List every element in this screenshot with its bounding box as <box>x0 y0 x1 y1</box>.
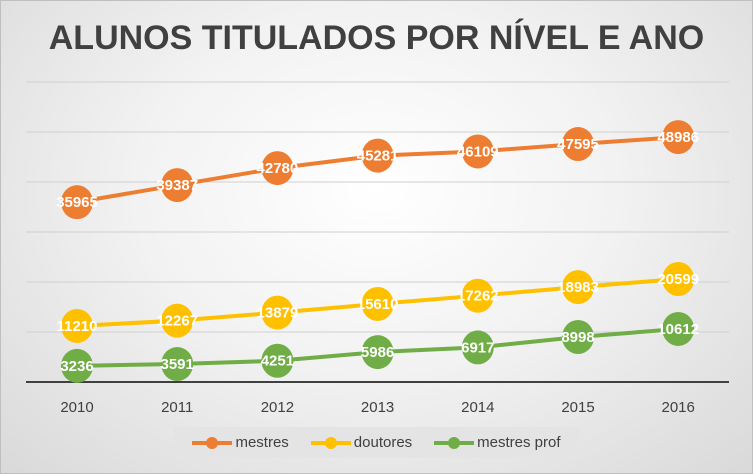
legend-label: mestres prof <box>477 434 561 451</box>
x-tick-label: 2015 <box>561 399 594 416</box>
data-label: 13879 <box>257 305 299 322</box>
data-point <box>662 120 695 155</box>
data-point <box>61 308 93 343</box>
data-point <box>662 311 695 346</box>
data-point <box>261 295 294 330</box>
legend-label: doutores <box>353 434 413 451</box>
legend-item-mestres: mestres <box>192 434 289 451</box>
data-label: 3591 <box>161 356 194 373</box>
data-point <box>662 262 695 297</box>
data-label: 20599 <box>657 271 699 288</box>
data-label: 42780 <box>257 160 299 177</box>
data-label: 6917 <box>461 339 494 356</box>
data-point <box>562 320 594 355</box>
data-point <box>461 278 494 313</box>
data-label: 15610 <box>357 296 399 313</box>
legend-label: mestres <box>235 434 289 451</box>
legend-item-mestres-prof: mestres prof <box>434 434 561 451</box>
x-tick-label: 2013 <box>361 399 394 416</box>
data-label: 47595 <box>557 136 599 153</box>
legend-item-doutores: doutores <box>310 434 413 451</box>
data-label: 46109 <box>457 143 499 160</box>
data-point <box>61 185 93 220</box>
data-label: 48986 <box>657 129 699 146</box>
data-point <box>562 270 594 305</box>
data-point <box>261 343 294 378</box>
data-point <box>161 168 194 203</box>
data-label: 8998 <box>561 329 594 346</box>
data-label: 4251 <box>261 353 294 370</box>
data-point <box>562 127 594 162</box>
data-label: 17262 <box>457 288 499 305</box>
data-point <box>361 138 394 173</box>
data-label: 5986 <box>361 344 394 361</box>
x-tick-label: 2011 <box>161 399 193 416</box>
x-tick-label: 2012 <box>261 399 294 416</box>
data-point <box>161 347 194 382</box>
data-label: 11210 <box>57 318 98 335</box>
legend-swatch <box>310 436 351 449</box>
data-point <box>361 286 394 321</box>
data-point <box>161 303 194 338</box>
data-label: 45281 <box>357 148 399 165</box>
data-label: 12267 <box>156 313 198 330</box>
legend-swatch <box>434 436 475 449</box>
data-point <box>61 348 93 383</box>
data-label: 18983 <box>557 279 599 296</box>
data-label: 35965 <box>56 194 98 211</box>
legend-swatch <box>192 436 233 449</box>
data-point <box>361 335 394 370</box>
x-tick-label: 2016 <box>662 399 695 416</box>
data-point <box>461 330 494 365</box>
legend: mestres doutores mestres prof <box>174 427 579 458</box>
x-tick-label: 2014 <box>461 399 494 416</box>
data-label: 39387 <box>156 177 198 194</box>
data-label: 3236 <box>60 358 93 375</box>
chart-title: ALUNOS TITULADOS POR NÍVEL E ANO <box>48 19 705 57</box>
data-point <box>261 151 294 186</box>
data-label: 10612 <box>657 321 699 338</box>
data-point <box>461 134 494 169</box>
x-tick-label: 2010 <box>60 399 93 416</box>
